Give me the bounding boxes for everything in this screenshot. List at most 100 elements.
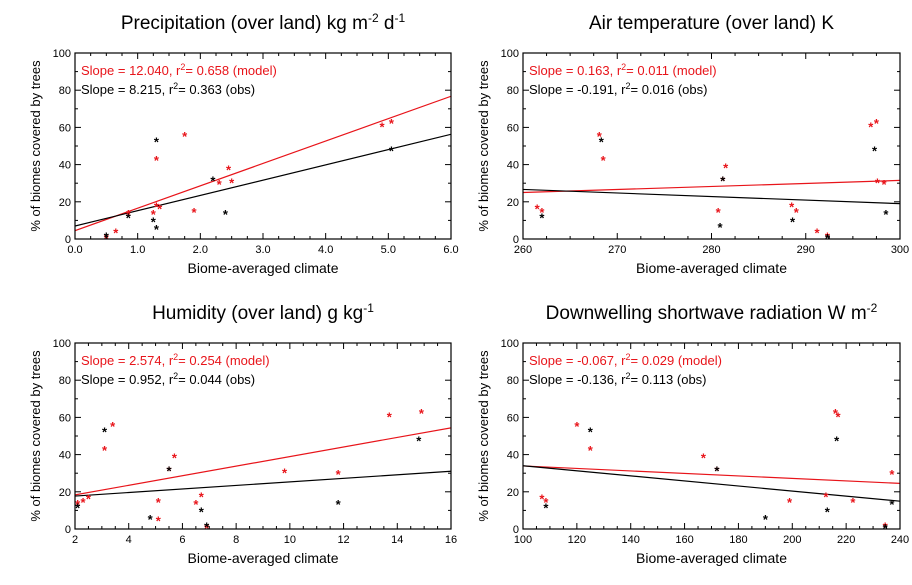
y-tick-label: 60 [59,122,71,134]
model-data-point: * [889,467,895,482]
model-data-point: * [157,201,163,216]
model-regression-annotation: Slope = 0.163, r2= 0.011 (model) [529,62,717,78]
y-tick-label: 60 [507,412,519,424]
model-data-point: * [597,129,603,144]
x-tick-label: 14 [391,534,403,546]
x-tick-label: 120 [568,534,586,546]
model-data-point: * [535,201,541,216]
model-data-point: * [714,463,720,478]
obs-data-point: * [714,463,720,478]
x-tick-label: 220 [837,534,855,546]
model-data-point: * [102,443,108,458]
model-data-point: * [156,514,162,529]
y-tick-label: 20 [59,197,71,209]
y-tick-label: 0 [513,524,519,536]
obs-fit-line [75,133,451,227]
model-data-point: * [199,490,205,505]
obs-data-point: * [151,214,157,229]
model-data-point: * [229,175,235,190]
y-tick-label: 40 [59,160,71,172]
x-tick-label: 1.0 [130,244,145,256]
x-tick-label: 4 [126,534,132,546]
model-data-point: * [720,173,726,188]
model-data-point: * [282,465,288,480]
y-tick-label: 100 [501,338,519,350]
x-tick-label: 140 [622,534,640,546]
x-tick-label: 4.0 [318,244,333,256]
obs-data-point: * [588,424,594,439]
obs-data-point: * [210,173,216,188]
y-tick-label: 80 [59,375,71,387]
model-data-point: * [380,120,386,135]
y-tick-label: 80 [507,85,519,97]
obs-data-point: * [539,211,545,226]
x-axis-label: Biome-averaged climate [636,550,787,566]
model-data-point: * [192,205,198,220]
y-tick-label: 40 [507,160,519,172]
plot-frame [522,342,901,530]
obs-data-point: * [154,222,160,237]
model-data-point: * [226,162,232,177]
model-data-point: * [723,160,729,175]
x-tick-label: 240 [891,534,909,546]
obs-data-point: * [204,519,210,534]
chart-panel-3: Humidity (over land) g kg-1* * ******** ***… [28,301,457,566]
model-data-point: * [113,226,119,241]
model-data-point: * [787,495,793,510]
obs-fit-line [523,188,900,205]
model-data-point: * [881,177,887,192]
obs-data-point: * [416,434,422,449]
x-tick-label: 270 [608,244,626,256]
model-data-point: * [833,406,839,421]
model-data-point: * [336,467,342,482]
y-axis-label: % of biomes covered by trees [476,60,491,232]
obs-data-point: * [872,144,878,159]
chart-panel-1: Precipitation (over land) kg m-2 d-1** **… [28,11,459,276]
x-tick-label: 2.0 [193,244,208,256]
x-tick-label: 280 [702,244,720,256]
y-tick-label: 20 [507,197,519,209]
x-tick-label: 3.0 [255,244,270,256]
chart-title: Precipitation (over land) kg m-2 d-1 [121,11,406,34]
model-data-point: * [836,410,842,425]
y-tick-label: 0 [65,234,71,246]
obs-data-point: * [102,424,108,439]
y-tick-label: 40 [507,450,519,462]
model-data-point: * [588,443,594,458]
model-data-point: * [789,200,795,215]
model-data-point: * [794,205,800,220]
model-data-point: * [387,410,393,425]
x-axis-label: Biome-averaged climate [188,260,339,276]
model-data-point: * [868,120,874,135]
model-data-point: * [126,207,132,222]
obs-data-point: * [75,501,81,516]
y-tick-label: 60 [507,122,519,134]
obs-data-point: * [336,497,342,512]
model-fit-line [75,427,451,496]
model-data-point: * [539,205,545,220]
obs-data-point: * [223,207,229,222]
y-tick-label: 20 [59,487,71,499]
x-tick-label: 160 [675,534,693,546]
obs-data-point: * [717,220,723,235]
obs-data-point: * [543,501,549,516]
y-tick-label: 0 [513,234,519,246]
model-data-point: * [389,116,395,131]
model-data-point: * [716,205,722,220]
obs-data-point: * [154,134,160,149]
model-data-point: * [543,495,549,510]
model-data-point: * [166,463,172,478]
chart-panel-2: Air temperature (over land) K* ******* ** *… [476,13,909,276]
obs-data-point: * [199,504,205,519]
y-tick-label: 80 [507,375,519,387]
model-data-point: * [154,200,160,215]
x-tick-label: 100 [514,534,532,546]
obs-data-point: * [763,512,769,527]
obs-data-point: * [720,173,726,188]
y-tick-label: 100 [501,48,519,60]
y-axis-label: % of biomes covered by trees [28,60,43,232]
obs-data-point: * [126,211,132,226]
x-tick-label: 16 [445,534,457,546]
obs-data-point: * [389,144,395,159]
